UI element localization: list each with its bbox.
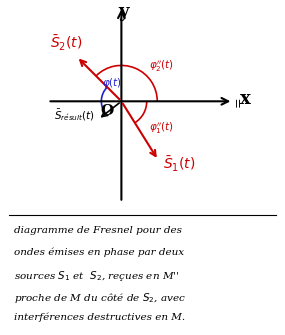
Text: x: x [240, 90, 250, 108]
Text: $\bar{S}_1(t)$: $\bar{S}_1(t)$ [163, 155, 196, 174]
Text: sources $S_1$ et  $S_2$, reçues en M'': sources $S_1$ et $S_2$, reçues en M'' [14, 269, 180, 283]
Text: $\varphi_1''(t)$: $\varphi_1''(t)$ [149, 120, 174, 136]
Text: $\bar{S}_2(t)$: $\bar{S}_2(t)$ [50, 34, 82, 54]
Text: y: y [118, 3, 129, 21]
Text: interférences destructives en M.: interférences destructives en M. [14, 313, 185, 322]
Text: =: = [232, 96, 245, 107]
Text: O: O [101, 105, 114, 119]
Text: diagramme de Fresnel pour des: diagramme de Fresnel pour des [14, 226, 182, 235]
Text: $\varphi_2''(t)$: $\varphi_2''(t)$ [149, 59, 174, 74]
Text: $\bar{S}_{r\acute{e}sult}(t)$: $\bar{S}_{r\acute{e}sult}(t)$ [54, 108, 95, 123]
Text: ondes émises en phase par deux: ondes émises en phase par deux [14, 248, 184, 257]
Text: proche de M du côté de $S_2$, avec: proche de M du côté de $S_2$, avec [14, 291, 186, 305]
Text: $\varphi(t)$: $\varphi(t)$ [102, 76, 122, 90]
